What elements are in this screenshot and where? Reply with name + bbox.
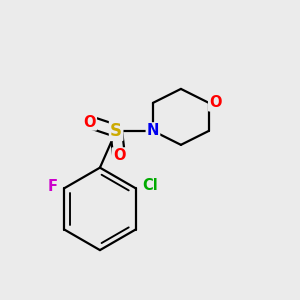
Text: O: O (83, 115, 96, 130)
Text: S: S (110, 122, 122, 140)
Text: Cl: Cl (142, 178, 158, 193)
Text: O: O (113, 148, 125, 164)
Text: O: O (209, 95, 222, 110)
Text: F: F (48, 179, 58, 194)
Text: N: N (147, 123, 159, 138)
